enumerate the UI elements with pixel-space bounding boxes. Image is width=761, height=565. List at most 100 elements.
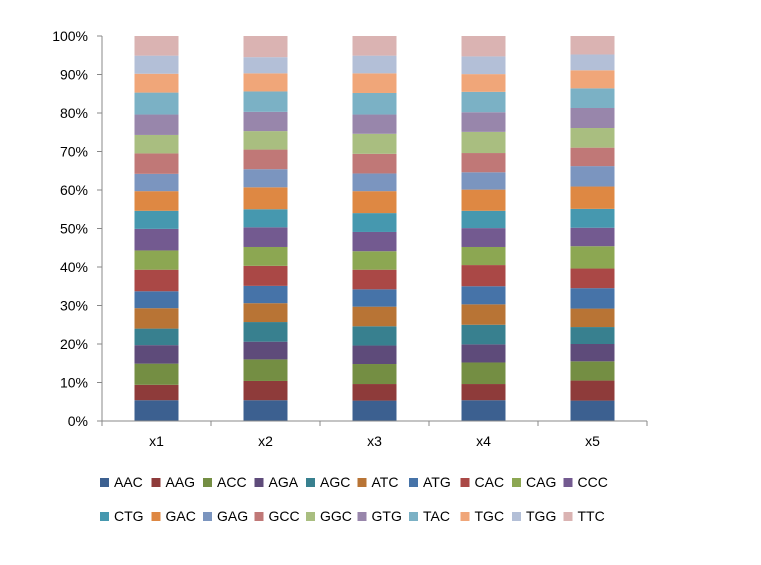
legend-swatch (151, 478, 161, 487)
legend-label: TGC (475, 508, 505, 524)
bar-segment-AAG-x4 (461, 384, 506, 401)
legend-swatch (563, 478, 573, 487)
legend-item-AAG: AAG (151, 474, 195, 490)
bar-segment-AAG-x2 (243, 380, 288, 401)
legend-item-GTG: GTG (357, 508, 402, 524)
legend-label: GAG (217, 508, 248, 524)
bar-segment-ACC-x1 (134, 363, 179, 385)
bar-segment-GGC-x4 (461, 131, 506, 154)
bar-segment-TAC-x3 (352, 92, 397, 115)
bar-segment-CTG-x4 (461, 210, 506, 229)
bar-segment-ATC-x3 (352, 306, 397, 327)
legend-item-GGC: GGC (306, 508, 352, 524)
legend-item-GAC: GAC (151, 508, 196, 524)
bar-segment-CAG-x1 (134, 250, 179, 270)
bar-segment-AGA-x4 (461, 344, 506, 363)
legend-swatch (357, 478, 367, 487)
bar-segment-AGA-x2 (243, 341, 288, 360)
legend-item-ACC: ACC (203, 474, 247, 490)
bar-segment-CAC-x3 (352, 269, 397, 290)
bar-segment-ATG-x2 (243, 285, 288, 304)
legend-swatch (460, 478, 470, 487)
legend-label: ATG (423, 474, 451, 490)
bar-segment-GTG-x3 (352, 114, 397, 134)
y-tick-label: 40% (60, 259, 88, 275)
legend-swatch (409, 478, 418, 487)
bar-segment-CTG-x5 (570, 208, 615, 228)
bar-segment-CAC-x4 (461, 265, 506, 287)
bar-segment-AGA-x5 (570, 344, 615, 362)
legend-swatch (460, 512, 470, 521)
legend-item-TGC: TGC (460, 508, 505, 524)
bar-segment-CTG-x3 (352, 213, 397, 232)
bar-segment-TAC-x4 (461, 91, 506, 113)
y-tick-label: 10% (60, 375, 88, 391)
legend-item-CCC: CCC (563, 474, 608, 490)
bar-segment-GGC-x5 (570, 128, 615, 148)
bar-segment-GAC-x5 (570, 186, 615, 209)
bar-segment-GAC-x4 (461, 189, 506, 211)
legend-label: CAC (475, 474, 505, 490)
legend-swatch (100, 512, 109, 521)
legend-label: TAC (423, 508, 450, 524)
bar-segment-AGA-x1 (134, 345, 179, 364)
bar-segment-GCC-x5 (570, 147, 615, 167)
legend-swatch (306, 512, 315, 521)
legend-swatch (100, 478, 109, 487)
y-tick-label: 90% (60, 67, 88, 83)
bar-segment-GAG-x2 (243, 169, 288, 188)
bars-layer (134, 36, 615, 421)
legend-label: TTC (578, 508, 605, 524)
bar-segment-TGC-x5 (570, 70, 615, 89)
legend-label: AGC (320, 474, 350, 490)
legend-swatch (151, 512, 161, 521)
bar-segment-TTC-x3 (352, 36, 397, 56)
bar-segment-ACC-x2 (243, 359, 288, 381)
legend-swatch (563, 512, 573, 521)
bar-segment-CCC-x5 (570, 227, 615, 247)
bar-segment-GAG-x3 (352, 173, 397, 192)
bar-segment-TGG-x2 (243, 57, 288, 74)
legend-item-TGG: TGG (512, 508, 556, 524)
legend-swatch (409, 512, 418, 521)
bar-segment-GTG-x2 (243, 111, 288, 132)
bar-segment-GTG-x5 (570, 107, 615, 129)
bar-segment-ACC-x4 (461, 362, 506, 385)
bar-segment-CAC-x1 (134, 269, 179, 292)
bar-segment-GCC-x1 (134, 153, 179, 174)
x-tick-label: x1 (149, 433, 164, 449)
bar-segment-TGC-x1 (134, 73, 179, 93)
legend-item-CTG: CTG (100, 508, 144, 524)
bar-segment-AGC-x5 (570, 327, 615, 344)
bar-segment-AAC-x3 (352, 400, 397, 421)
y-tick-label: 20% (60, 336, 88, 352)
legend-swatch (306, 478, 315, 487)
bar-segment-CAG-x3 (352, 251, 397, 270)
y-tick-label: 50% (60, 221, 88, 237)
bar-segment-GTG-x1 (134, 114, 179, 135)
bar-segment-GGC-x3 (352, 133, 397, 154)
bar-segment-ATG-x4 (461, 286, 506, 305)
bar-segment-AGC-x2 (243, 322, 288, 342)
bar-segment-GAG-x1 (134, 173, 179, 192)
legend-label: ACC (217, 474, 247, 490)
bar-segment-CCC-x4 (461, 228, 506, 247)
bar-segment-GGC-x2 (243, 131, 288, 150)
bar-segment-GAC-x1 (134, 191, 179, 211)
bar-segment-GAG-x5 (570, 166, 615, 187)
bar-segment-CAC-x2 (243, 265, 288, 286)
legend-swatch (254, 512, 264, 521)
legend-item-CAC: CAC (460, 474, 505, 490)
y-tick-label: 80% (60, 105, 88, 121)
bar-segment-GTG-x4 (461, 112, 506, 132)
bar-segment-TGC-x2 (243, 73, 288, 92)
bar-segment-GGC-x1 (134, 134, 179, 154)
legend-label: TGG (526, 508, 556, 524)
bar-segment-GCC-x2 (243, 149, 288, 170)
bar-segment-TGG-x4 (461, 56, 506, 75)
legend-label: GGC (320, 508, 352, 524)
bar-segment-CAC-x5 (570, 268, 615, 289)
legend-label: GTG (372, 508, 402, 524)
legend-swatch (357, 512, 367, 521)
